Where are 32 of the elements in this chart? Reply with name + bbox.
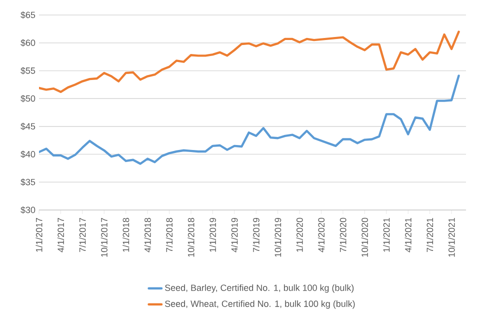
x-tick-label: 4/1/2018	[144, 218, 151, 252]
y-tick-label: $40	[20, 150, 36, 158]
x-tick-label: 4/1/2021	[404, 218, 412, 252]
line-series	[39, 74, 460, 165]
x-tick-label: 7/1/2019	[252, 218, 260, 252]
x-tick-label: 10/1/2017	[100, 218, 108, 257]
x-tick-label: 7/1/2021	[426, 218, 434, 252]
y-tick-label: $60	[20, 39, 36, 46]
y-tick-label: $50	[20, 94, 36, 102]
x-tick-label: 1/1/2021	[383, 218, 390, 252]
x-tick-label: 7/1/2018	[166, 218, 173, 252]
x-tick-label: 7/1/2017	[79, 218, 86, 252]
y-tick-label: $35	[20, 178, 36, 186]
y-tick-label: $45	[20, 122, 36, 130]
x-tick-label: 1/1/2017	[36, 218, 42, 252]
x-tick-label: 7/1/2020	[340, 218, 346, 252]
legend-label: Seed, Barley, Certified No. 1, bulk 100 kg (bulk)	[165, 284, 354, 293]
x-tick-label: 4/1/2017	[57, 218, 64, 252]
legend-label: Seed, Wheat, Certified No. 1, bulk 100 kg (bulk)	[165, 300, 355, 309]
x-tick-label: 10/1/2019	[274, 218, 282, 257]
x-tick-label: 1/1/2019	[209, 218, 216, 252]
y-tick-label: $30	[20, 206, 36, 214]
y-tick-label: $55	[20, 67, 36, 74]
x-tick-label: 10/1/2018	[188, 218, 194, 257]
x-tick-label: 4/1/2020	[318, 218, 325, 252]
x-tick-label: 4/1/2019	[231, 218, 238, 252]
x-tick-label: 1/1/2020	[296, 218, 303, 252]
x-tick-label: 10/1/2020	[361, 218, 368, 257]
x-tick-label: 1/1/2018	[122, 218, 130, 252]
line-series	[39, 30, 460, 93]
y-tick-label: $65	[20, 11, 36, 19]
x-tick-label: 10/1/2021	[448, 218, 455, 257]
